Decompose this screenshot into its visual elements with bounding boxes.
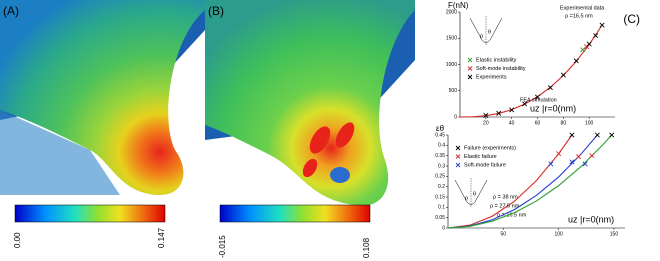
data-point bbox=[548, 161, 554, 167]
data-point bbox=[509, 107, 515, 113]
annotation: FEA simulation bbox=[520, 97, 557, 103]
x-tick-label: 150 bbox=[610, 231, 619, 237]
x-tick-label: 60 bbox=[535, 120, 541, 126]
data-line bbox=[447, 134, 613, 229]
data-point bbox=[593, 33, 599, 39]
y-tick-label: 0.3 bbox=[438, 163, 445, 169]
legend-swatch bbox=[467, 66, 473, 71]
y-tick-label: 0.4 bbox=[438, 143, 445, 149]
legend-label: Soft-mode instability bbox=[476, 66, 526, 72]
legend-label: Failure (experiments) bbox=[464, 145, 516, 151]
y-axis-label: F(nN) bbox=[448, 1, 469, 10]
panel-label: (B) bbox=[208, 4, 224, 18]
x-tick-label: 80 bbox=[561, 120, 567, 126]
legend-swatch bbox=[455, 145, 461, 151]
x-tick-label: 40 bbox=[509, 120, 515, 126]
curve-label: ρ = 38 nm bbox=[493, 194, 518, 200]
y-tick-label: 0.15 bbox=[435, 194, 445, 200]
inset-label: θ bbox=[473, 191, 476, 197]
y-tick-label: 0.35 bbox=[435, 153, 445, 159]
data-point bbox=[586, 41, 592, 47]
panel-b-image bbox=[205, 0, 415, 206]
data-point bbox=[569, 159, 575, 165]
data-point bbox=[594, 132, 600, 138]
data-point bbox=[522, 101, 528, 107]
data-point bbox=[547, 85, 553, 91]
panel-label: (A) bbox=[3, 4, 19, 18]
colorbar bbox=[219, 204, 371, 223]
panel-label: (C) bbox=[623, 12, 640, 26]
colorbar-label: -0.015 bbox=[218, 235, 227, 258]
x-axis-label: uz |r=0(nm) bbox=[530, 103, 576, 113]
y-tick-label: 1000 bbox=[446, 62, 457, 68]
legend-label: Elastic instability bbox=[476, 57, 517, 63]
inset-label: ρ bbox=[465, 195, 468, 201]
colorbar-label: 0.00 bbox=[13, 232, 22, 248]
curve-label: ρ = 16.5 nm bbox=[497, 212, 527, 218]
x-tick-label: 100 bbox=[585, 120, 594, 126]
y-tick-label: 0.1 bbox=[438, 205, 445, 211]
y-tick-label: 0.25 bbox=[435, 174, 445, 180]
legend-swatch bbox=[467, 57, 473, 63]
data-point bbox=[560, 72, 566, 78]
colorbar-label: 0.108 bbox=[362, 237, 371, 258]
data-point bbox=[609, 132, 615, 138]
legend-swatch bbox=[455, 154, 461, 159]
y-tick-label: 0.45 bbox=[435, 132, 445, 138]
inset-label: θ bbox=[488, 29, 491, 35]
data-point bbox=[589, 153, 595, 159]
panel-a-image bbox=[0, 0, 205, 195]
y-axis-label: εθ bbox=[436, 124, 445, 133]
colorbar-label: 0.147 bbox=[157, 227, 166, 248]
legend-label: Soft-mode failure bbox=[464, 162, 506, 168]
data-point bbox=[556, 151, 562, 157]
curve-label: ρ = 27.5 nm bbox=[490, 203, 520, 209]
data-point bbox=[534, 94, 541, 100]
y-tick-label: 500 bbox=[449, 88, 458, 94]
y-tick-label: 0 bbox=[454, 114, 457, 120]
x-axis-label: uz |r=0(nm) bbox=[568, 214, 614, 224]
x-tick-label: 100 bbox=[554, 231, 563, 237]
data-point bbox=[580, 47, 586, 53]
y-tick-label: 2000 bbox=[446, 9, 457, 15]
data-point bbox=[582, 161, 588, 167]
legend-swatch bbox=[467, 74, 473, 80]
y-tick-label: 0.2 bbox=[438, 184, 445, 190]
legend-label: Elastic failure bbox=[464, 154, 497, 160]
legend-label: Experiments bbox=[476, 74, 507, 80]
y-tick-label: 1500 bbox=[446, 36, 457, 42]
x-tick-label: 20 bbox=[483, 120, 489, 126]
annotation: ρ =16.5 nm bbox=[565, 13, 593, 19]
data-point bbox=[599, 22, 605, 28]
annotation: Experimental data bbox=[560, 5, 605, 11]
y-tick-label: 0.05 bbox=[435, 215, 445, 221]
inset-label: ρ bbox=[480, 33, 483, 39]
data-point bbox=[496, 110, 502, 116]
data-point bbox=[483, 112, 489, 118]
colorbar bbox=[14, 204, 166, 223]
x-tick-label: 50 bbox=[501, 231, 507, 237]
data-point bbox=[576, 154, 582, 160]
data-point bbox=[573, 58, 579, 64]
data-point bbox=[569, 132, 575, 138]
legend-swatch bbox=[455, 162, 461, 168]
y-tick-label: 0 bbox=[442, 225, 445, 231]
